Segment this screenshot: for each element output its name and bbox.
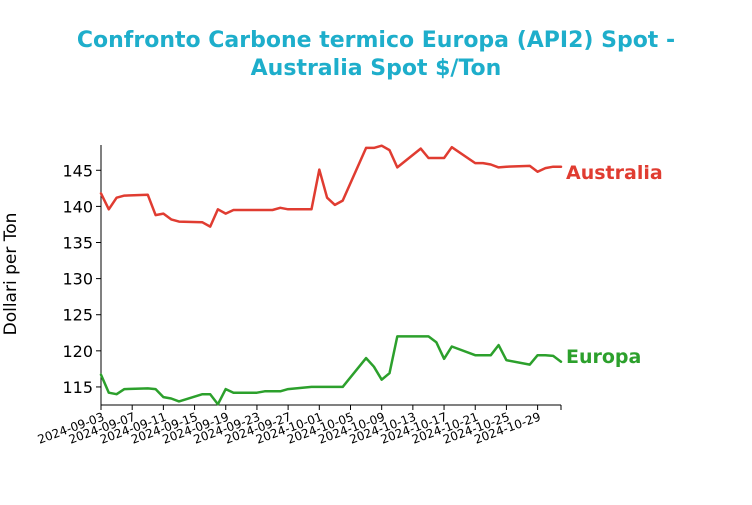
y-tick-label: 135 (62, 234, 93, 253)
chart-title-line-2: Australia Spot $/Ton (251, 56, 502, 81)
series-line-europa (99, 335, 563, 406)
y-ticks: 115 120 125 130 135 140 145 (62, 161, 101, 397)
y-tick-label: 140 (62, 197, 93, 216)
series-label-europa: Europa (566, 346, 641, 368)
y-tick-label: 130 (62, 270, 93, 289)
chart-title-line-1: Confronto Carbone termico Europa (API2) … (77, 28, 675, 53)
y-tick-label: 120 (62, 342, 93, 361)
series-label-australia: Australia (566, 162, 663, 184)
x-ticks: 2024-09-032024-09-072024-09-112024-09-15… (36, 405, 562, 447)
series-line-australia (99, 144, 563, 228)
axes (100, 145, 561, 406)
y-tick-label: 125 (62, 306, 93, 325)
series-lines (99, 144, 563, 406)
y-tick-label: 115 (62, 378, 93, 397)
y-tick-label: 145 (62, 161, 93, 180)
y-axis-label: Dollari per Ton (1, 213, 21, 336)
